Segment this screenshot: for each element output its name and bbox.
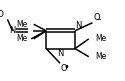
Text: Me: Me [16,20,28,29]
Text: N: N [76,21,82,30]
Text: O: O [93,13,100,22]
Text: −: − [96,17,102,23]
Text: N: N [9,26,16,35]
Text: N: N [58,49,64,58]
Text: •: • [63,62,69,72]
Text: HO: HO [0,10,4,19]
Text: +: + [78,25,83,30]
Text: Me: Me [95,34,106,43]
Text: O: O [61,64,67,73]
Text: Me: Me [16,34,28,43]
Text: Me: Me [95,52,106,61]
